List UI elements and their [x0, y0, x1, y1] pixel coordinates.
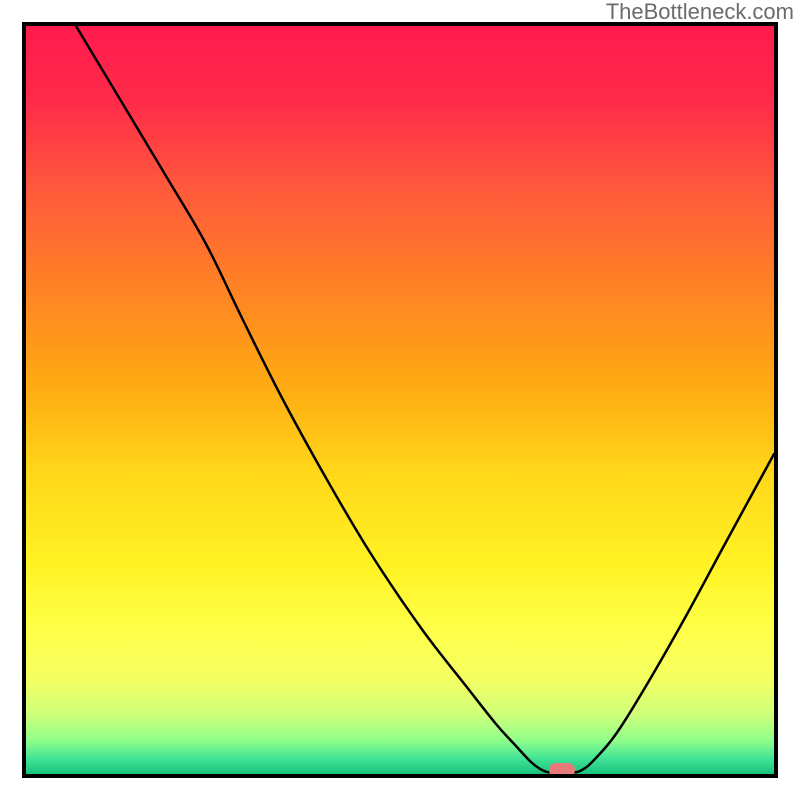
watermark-text: TheBottleneck.com	[606, 0, 794, 24]
plot-background	[26, 26, 774, 774]
bottleneck-chart: TheBottleneck.com	[0, 0, 800, 800]
chart-svg	[0, 0, 800, 800]
